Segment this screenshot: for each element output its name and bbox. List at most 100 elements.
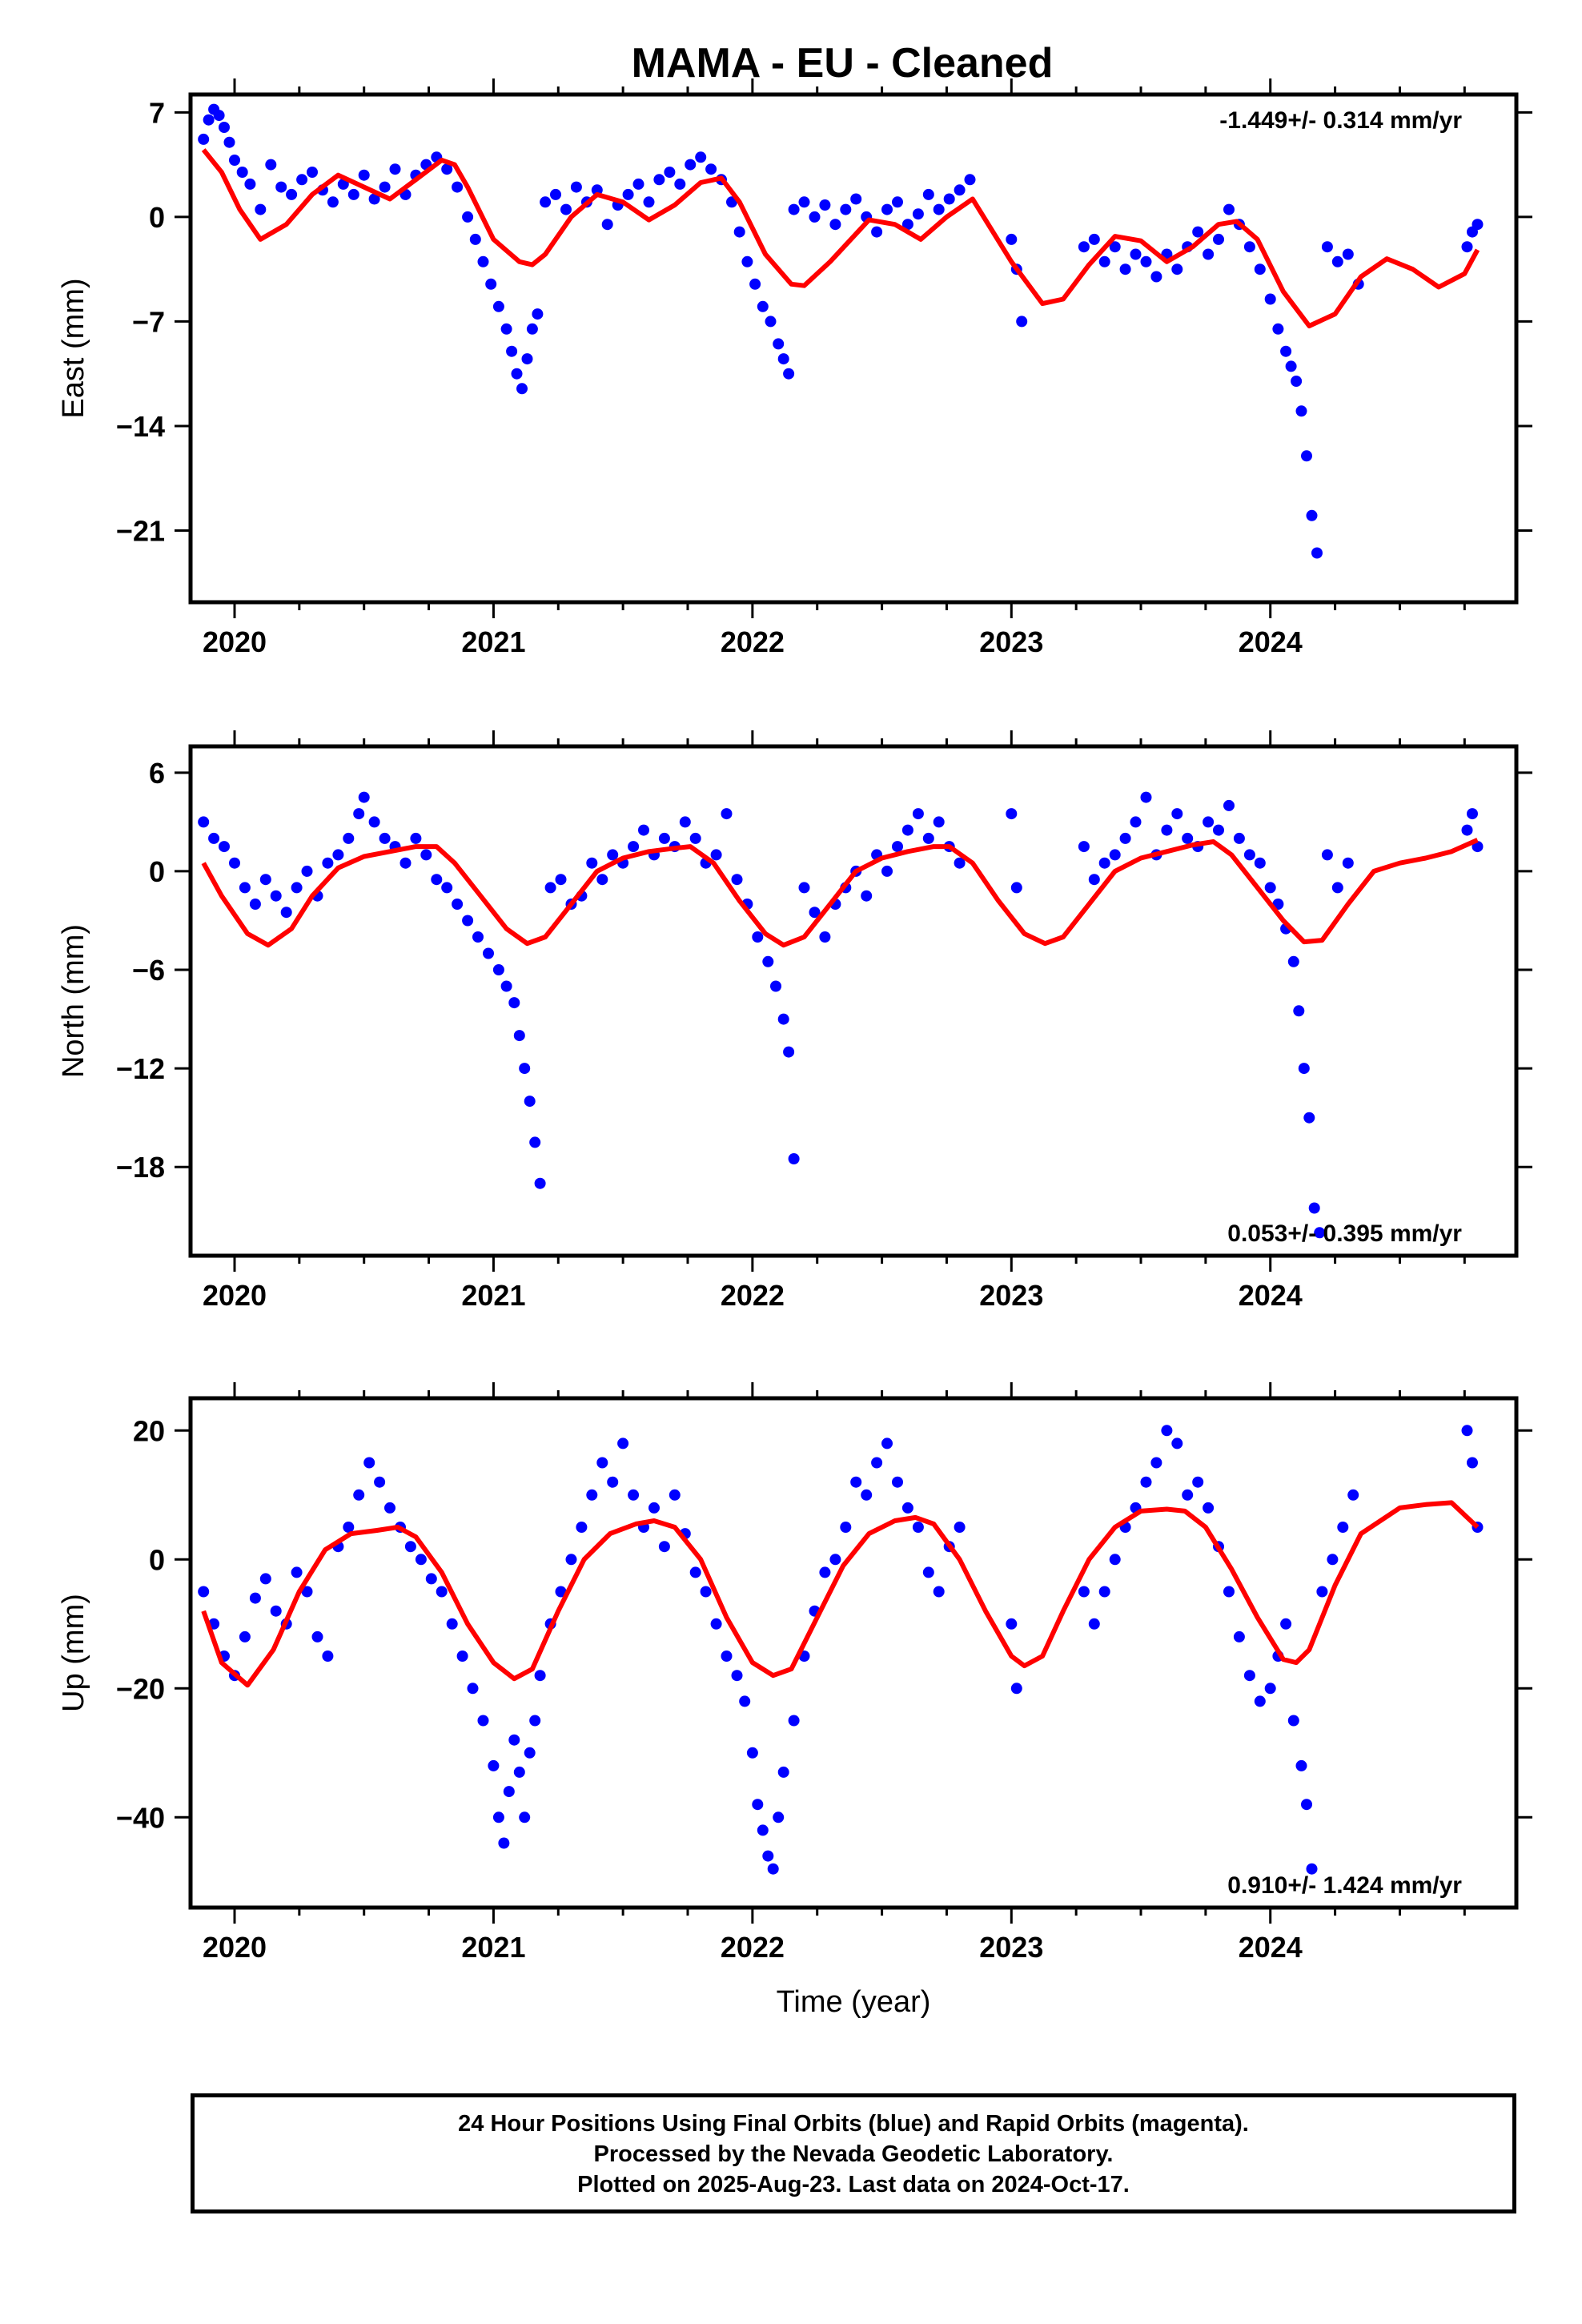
data-point [1254,1695,1266,1707]
data-point [819,931,831,943]
data-point [368,193,380,205]
data-point [343,1522,355,1533]
data-point [462,211,474,223]
data-point [1171,808,1183,820]
data-point [1321,849,1333,861]
data-point [638,824,649,836]
east-fit-line [201,148,1480,328]
data-point [1006,1618,1018,1630]
data-point [244,178,256,190]
data-point [901,219,913,231]
data-point [912,208,924,220]
data-point [1016,316,1028,328]
data-point [368,816,380,828]
data-point [739,1695,751,1707]
data-point [446,1618,458,1630]
data-point [1006,233,1018,245]
data-point [1342,857,1354,869]
data-point [477,255,489,267]
data-point [436,1586,448,1598]
data-point [1461,824,1473,836]
data-point [1098,255,1110,267]
x-tick-label: 2021 [461,1279,525,1312]
data-point [1119,832,1131,844]
data-point [1254,857,1266,869]
data-point [1461,241,1473,253]
data-point [617,1437,629,1449]
data-point [492,300,504,312]
data-point [1303,1112,1315,1124]
data-point [358,791,370,803]
footer-note: 24 Hour Positions Using Final Orbits (bl… [191,2093,1516,2213]
data-point [705,163,717,175]
data-point [296,174,308,186]
data-point [1291,376,1303,387]
data-point [1203,816,1215,828]
x-tick-label: 2022 [721,625,785,658]
data-point [485,278,497,290]
data-point [249,899,261,910]
data-point [492,964,504,975]
data-point [762,1850,774,1862]
data-point [208,832,220,844]
north-fit-line [201,838,1479,948]
data-point [1287,1715,1299,1727]
y-tick-label: 7 [149,96,165,129]
data-point [1119,263,1131,275]
data-point [219,122,230,133]
data-point [550,188,561,200]
data-point [850,193,862,205]
x-tick-label: 2023 [979,625,1043,658]
data-point [1078,841,1090,853]
data-point [1264,293,1276,305]
data-point [901,1502,913,1514]
data-point [901,824,913,836]
data-point [469,233,481,245]
data-point [1295,1759,1307,1771]
data-point [1006,808,1018,820]
data-point [1182,1489,1194,1501]
data-point [1161,824,1173,836]
x-tick-label: 2024 [1239,625,1303,658]
y-tick-label: −14 [116,410,165,443]
data-point [1213,824,1224,836]
data-point [506,345,518,357]
data-point [1150,1457,1162,1469]
data-point [1223,203,1235,215]
data-point [513,1766,525,1778]
data-point [456,1651,468,1662]
data-point [441,163,453,175]
data-point [1109,849,1121,861]
panel-east: 2020 2021 2022 2023 2024 7 0 −7 −14 −21 East (mm) -… [57,78,1532,658]
data-point [198,816,210,828]
data-point [1306,1863,1318,1875]
x-tick-label: 2022 [721,1931,785,1964]
data-point [850,1476,862,1488]
data-point [379,832,391,844]
data-point [679,816,691,828]
data-point [749,278,761,290]
data-point [607,1476,619,1488]
data-point [1331,255,1343,267]
data-point [1098,857,1110,869]
data-point [943,193,955,205]
data-point [467,1683,479,1695]
data-point [301,1586,313,1598]
y-tick-label: 0 [149,855,165,888]
data-point [503,1786,515,1798]
data-point [213,110,225,122]
data-point [1316,1586,1328,1598]
data-point [270,1605,282,1617]
data-point [1203,1502,1215,1514]
data-point [1233,1630,1245,1642]
data-point [892,1476,903,1488]
data-point [757,300,769,312]
data-point [933,1586,945,1598]
data-point [643,196,655,208]
data-point [508,997,520,1009]
data-point [255,203,267,215]
data-point [809,211,821,223]
y-axis-label: Up (mm) [57,1594,90,1712]
data-point [229,857,240,869]
data-point [746,1747,758,1759]
